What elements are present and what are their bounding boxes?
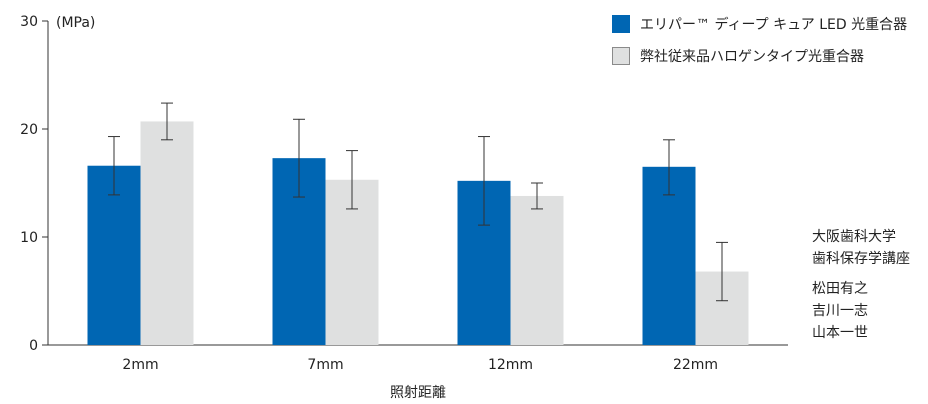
credit-university: 大阪歯科大学 (812, 229, 896, 245)
x-tick-label: 2mm (122, 357, 158, 373)
x-tick-label: 22mm (673, 357, 718, 373)
legend: エリパー™ ディープ キュア LED 光重合器 弊社従来品ハロゲンタイプ光重合器 (612, 13, 907, 77)
bar-halogen-2mm (140, 121, 194, 345)
credit-author-2: 吉川一志 (812, 303, 868, 319)
credit-author-1: 松田有之 (812, 281, 868, 297)
bar-led-2mm (87, 165, 141, 345)
bar-halogen-12mm (510, 195, 564, 345)
legend-swatch-halogen (612, 47, 630, 65)
x-axis-label: 照射距離 (390, 384, 446, 401)
y-tick-label: 20 (20, 122, 38, 138)
legend-swatch-led (612, 15, 630, 33)
bar-led-22mm (642, 166, 696, 345)
credit-department: 歯科保存学講座 (812, 251, 910, 267)
y-axis-label: (MPa) (56, 15, 95, 31)
legend-label-halogen: 弊社従来品ハロゲンタイプ光重合器 (640, 49, 864, 65)
y-tick-label: 10 (20, 230, 38, 246)
y-tick-label: 30 (20, 14, 38, 30)
legend-label-led: エリパー™ ディープ キュア LED 光重合器 (640, 17, 908, 33)
credits: 大阪歯科大学 歯科保存学講座 松田有之 吉川一志 山本一世 (812, 226, 910, 344)
credit-author-3: 山本一世 (812, 325, 868, 341)
x-tick-label: 12mm (488, 357, 533, 373)
x-tick-label: 7mm (307, 357, 343, 373)
y-tick-label: 0 (29, 338, 38, 354)
legend-item-halogen: 弊社従来品ハロゲンタイプ光重合器 (612, 45, 907, 67)
legend-item-led: エリパー™ ディープ キュア LED 光重合器 (612, 13, 907, 35)
